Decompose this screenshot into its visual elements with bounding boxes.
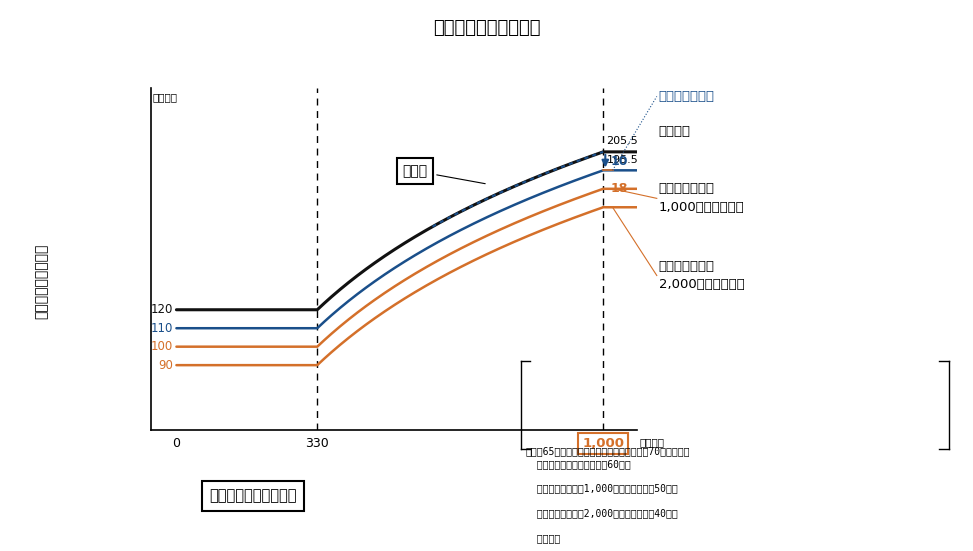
Text: 0: 0: [172, 437, 180, 450]
Text: 330: 330: [306, 437, 329, 450]
Text: 120: 120: [151, 303, 173, 316]
Text: 改正前: 改正前: [403, 164, 486, 183]
Text: （注）65才未満の場合、最低保障額（改正前70万円）は、
  ・基礎控除への振替によら60万円

  ・年金以外の所得1,000万円超の場合は50万円

  ・: （注）65才未満の場合、最低保障額（改正前70万円）は、 ・基礎控除への振替によ…: [525, 446, 690, 543]
Text: 年金以外の所得
2,000万円超の場合: 年金以外の所得 2,000万円超の場合: [659, 260, 744, 291]
Text: 90: 90: [159, 359, 173, 371]
Text: 205.5: 205.5: [606, 136, 638, 147]
Text: 基礎控除へ振替: 基礎控除へ振替: [659, 90, 715, 103]
Text: （６５才以上の場合）: （６５才以上の場合）: [433, 19, 540, 37]
Text: 上限設定: 上限設定: [659, 125, 691, 138]
Text: （万円）: （万円）: [639, 437, 665, 447]
Text: 10: 10: [611, 155, 629, 168]
Text: 100: 100: [151, 340, 173, 353]
Text: 1,000: 1,000: [582, 437, 624, 450]
Text: 18: 18: [611, 182, 629, 195]
Text: 公的年金等の収入金額: 公的年金等の収入金額: [209, 488, 297, 504]
Text: 110: 110: [151, 322, 173, 334]
Text: 195.5: 195.5: [606, 155, 638, 165]
Text: 公的年金等控除の額: 公的年金等控除の額: [34, 244, 49, 318]
Text: （万円）: （万円）: [153, 92, 178, 102]
Text: 年金以外の所得
1,000万円超の場合: 年金以外の所得 1,000万円超の場合: [659, 182, 744, 214]
